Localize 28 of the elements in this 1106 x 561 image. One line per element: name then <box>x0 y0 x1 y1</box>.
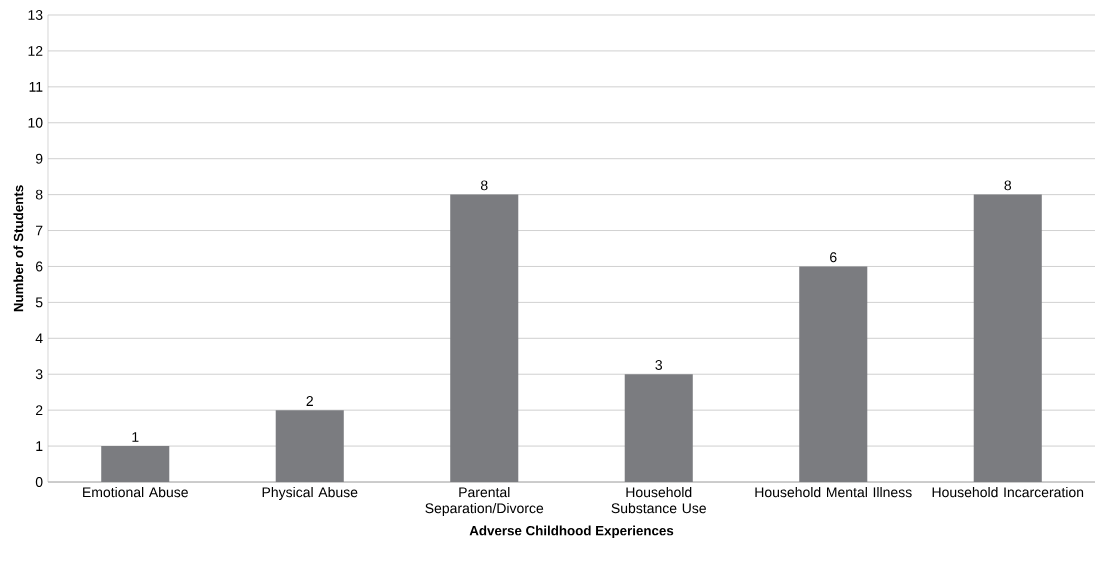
y-tick-label: 3 <box>35 369 43 380</box>
y-tick-label: 4 <box>35 333 43 344</box>
y-tick-label: 9 <box>35 153 43 164</box>
x-tick-label: Household Substance Use <box>611 486 706 514</box>
x-tick-label: Household Mental Illness <box>755 486 912 498</box>
y-axis-title: Number of Students <box>13 185 24 312</box>
data-label: 6 <box>830 252 837 263</box>
y-tick-label: 13 <box>28 10 43 20</box>
y-tick-label: 12 <box>28 46 43 56</box>
data-label: 2 <box>306 396 313 406</box>
data-label: 8 <box>1004 180 1012 191</box>
y-tick-label: 7 <box>35 225 43 236</box>
y-tick-label: 8 <box>35 189 43 200</box>
y-tick-label: 5 <box>35 297 43 308</box>
x-tick-label: Emotional Abuse <box>83 486 188 498</box>
data-label: 3 <box>655 360 663 370</box>
y-tick-label: 2 <box>35 405 43 416</box>
y-tick-label: 11 <box>29 82 43 92</box>
x-tick-label: Physical Abuse <box>262 486 358 500</box>
y-tick-label: 0 <box>35 477 43 487</box>
y-tick-label: 10 <box>28 117 43 128</box>
data-label: 8 <box>480 180 488 191</box>
data-label: 1 <box>132 432 139 442</box>
y-tick-label: 6 <box>35 261 43 272</box>
x-tick-label: Household Incarceration <box>932 486 1084 498</box>
y-tick-label: 1 <box>36 441 43 451</box>
x-axis-title: Adverse Childhood Experiences <box>469 525 674 538</box>
x-tick-label: Parental Separation/Divorce <box>425 486 544 516</box>
